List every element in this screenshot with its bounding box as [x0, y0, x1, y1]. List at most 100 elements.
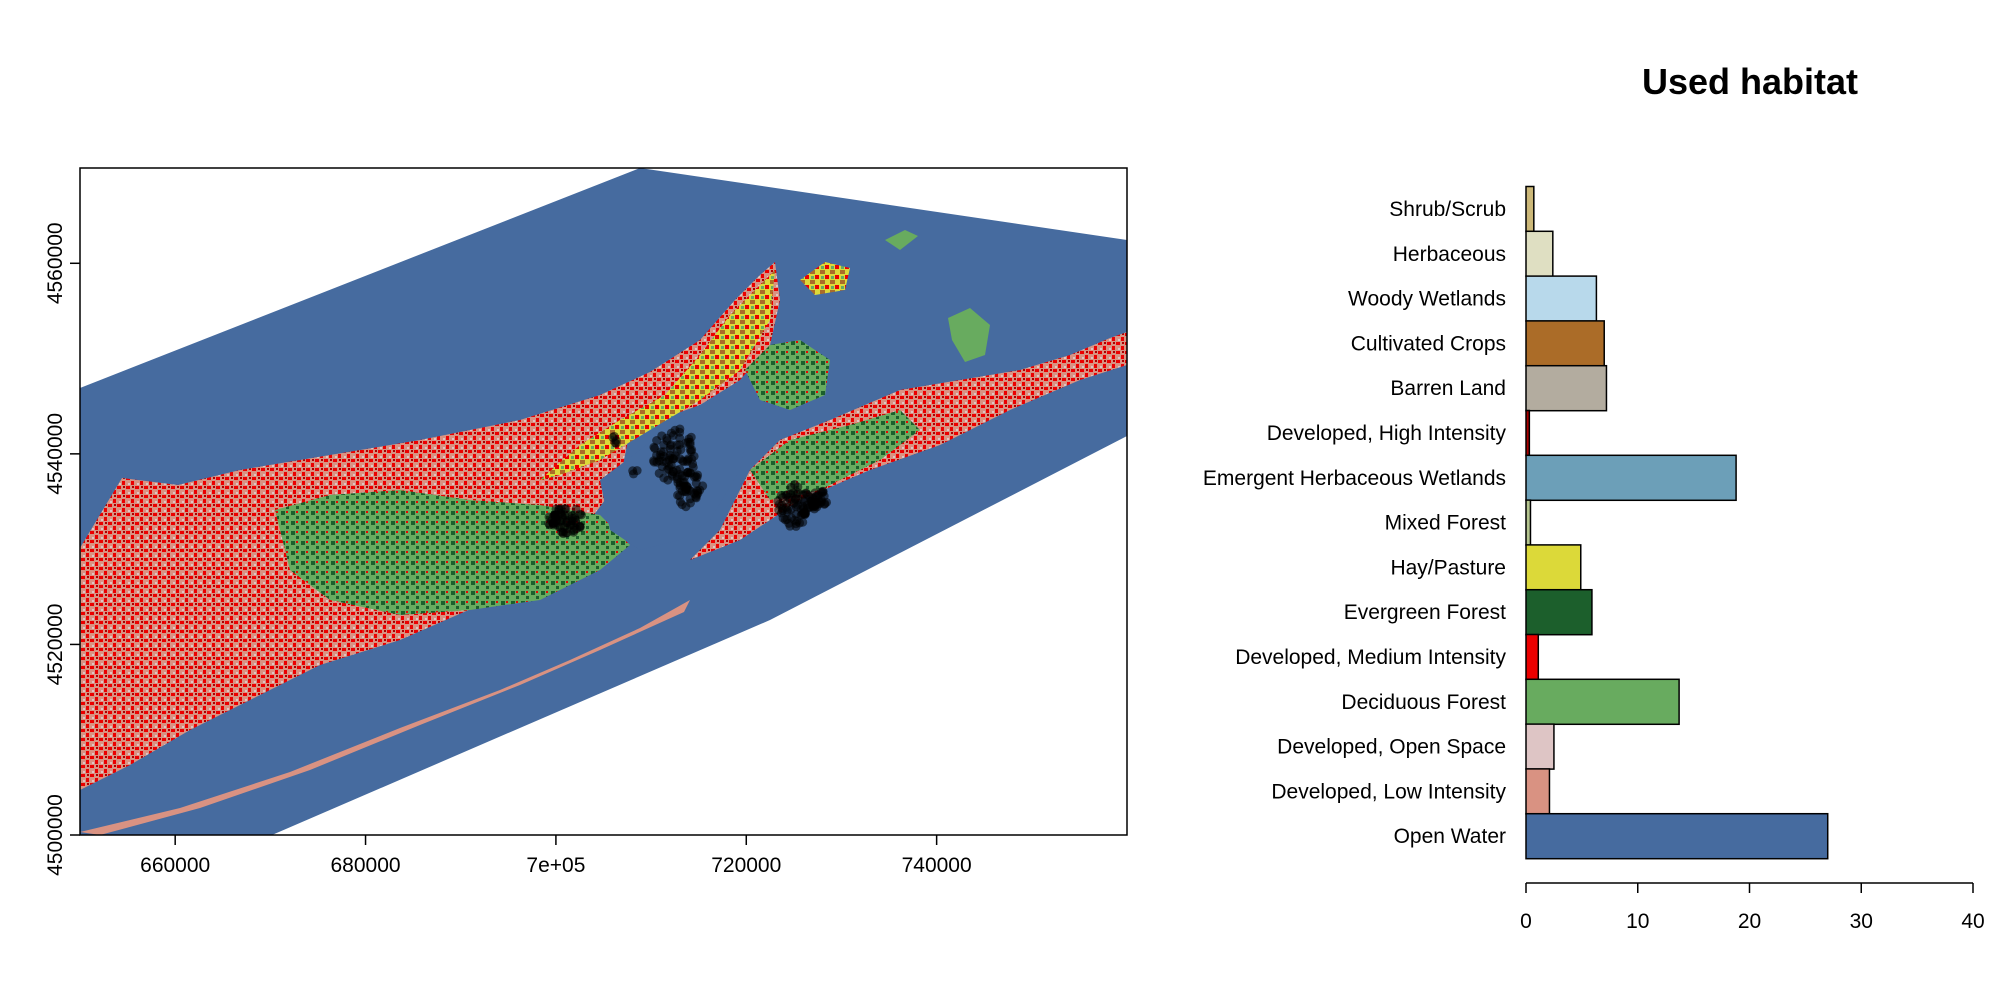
land-cover-map: 660000 680000 7e+05 720000 740000 4500000 452…: [44, 167, 1128, 877]
bar: [1525, 723, 1555, 770]
bar: [1525, 812, 1829, 860]
bars: [1525, 185, 1829, 860]
category-label: Hay/Pasture: [1390, 556, 1506, 579]
telemetry-point: [789, 497, 799, 507]
telemetry-point: [544, 512, 554, 522]
map-y-axis: 4500000 4520000 4540000 4560000: [44, 222, 80, 876]
map-x-axis: 660000 680000 7e+05 720000 740000: [140, 835, 972, 877]
telemetry-point: [652, 436, 662, 446]
telemetry-point: [786, 482, 796, 492]
telemetry-point: [791, 509, 801, 519]
telemetry-point: [687, 445, 697, 455]
telemetry-point: [562, 528, 572, 538]
map-island-north: [800, 262, 850, 295]
telemetry-point: [667, 453, 677, 463]
telemetry-point: [654, 456, 664, 466]
category-label: Mixed Forest: [1385, 512, 1507, 535]
category-label: Developed, Low Intensity: [1271, 780, 1506, 803]
bar-x-axis: 0 10 20 30 40: [1520, 882, 1985, 933]
map-x-tick-label: 740000: [902, 854, 972, 877]
map-island-small-ne: [885, 230, 918, 250]
category-label: Evergreen Forest: [1344, 601, 1506, 624]
telemetry-point: [782, 514, 792, 524]
bar: [1525, 454, 1737, 502]
map-x-tick-label: 680000: [331, 854, 401, 877]
telemetry-points: [544, 424, 832, 539]
telemetry-point: [692, 472, 702, 482]
telemetry-point: [664, 464, 674, 474]
category-label: Barren Land: [1390, 377, 1506, 400]
map-x-tick-label: 7e+05: [526, 854, 585, 877]
telemetry-point: [544, 519, 554, 529]
bar: [1525, 230, 1554, 278]
bar-x-tick-label: 20: [1738, 910, 1761, 933]
map-y-tick-label: 4520000: [44, 604, 67, 686]
telemetry-point: [675, 427, 685, 437]
bar-x-tick-label: 40: [1961, 910, 1984, 933]
map-x-tick-label: 720000: [711, 854, 781, 877]
telemetry-point: [654, 468, 664, 478]
bar: [1525, 320, 1605, 367]
telemetry-point: [691, 492, 701, 502]
telemetry-point: [688, 459, 698, 469]
category-label: Developed, High Intensity: [1267, 422, 1507, 445]
map-land-south-fork: [690, 332, 1127, 560]
bar-x-tick-label: 0: [1520, 910, 1532, 933]
telemetry-point: [679, 457, 689, 467]
bar: [1525, 185, 1535, 233]
category-label: Developed, Open Space: [1277, 736, 1506, 759]
category-label: Open Water: [1394, 825, 1506, 848]
telemetry-point: [672, 446, 682, 456]
telemetry-point: [820, 499, 830, 509]
map-land-south-fork-forest: [750, 410, 920, 500]
telemetry-point: [776, 490, 786, 500]
bar: [1525, 588, 1593, 636]
category-label: Shrub/Scrub: [1389, 198, 1506, 221]
map-island-shelter: [745, 340, 830, 410]
used-habitat-bar-chart: Used habitat Shrub/Scrub Herbaceous Woody …: [1203, 61, 1985, 933]
telemetry-point: [611, 438, 621, 448]
map-land-central-forest: [275, 490, 630, 615]
chart-title: Used habitat: [1642, 61, 1858, 102]
telemetry-point: [667, 471, 677, 481]
category-label: Woody Wetlands: [1348, 288, 1506, 311]
map-x-tick-label: 660000: [140, 854, 210, 877]
category-label: Herbaceous: [1393, 243, 1506, 266]
bar-x-tick-label: 10: [1626, 910, 1649, 933]
bar-x-tick-label: 30: [1850, 910, 1873, 933]
telemetry-point: [807, 499, 817, 509]
telemetry-point: [680, 471, 690, 481]
map-y-tick-label: 4540000: [44, 413, 67, 495]
telemetry-point: [681, 502, 691, 512]
telemetry-point: [659, 440, 669, 450]
map-y-tick-label: 4560000: [44, 222, 67, 304]
category-label: Emergent Herbaceous Wetlands: [1203, 467, 1506, 490]
telemetry-point: [681, 481, 691, 491]
telemetry-point: [666, 440, 676, 450]
bar: [1525, 499, 1532, 546]
bar: [1525, 275, 1598, 322]
telemetry-point: [819, 491, 829, 501]
telemetry-point: [686, 432, 696, 442]
telemetry-point: [793, 488, 803, 498]
telemetry-point: [564, 511, 574, 521]
telemetry-point: [659, 447, 669, 457]
category-label: Cultivated Crops: [1351, 332, 1506, 355]
map-plot-frame: [79, 167, 1128, 836]
category-label: Developed, Medium Intensity: [1235, 646, 1506, 669]
telemetry-point: [551, 504, 561, 514]
bar: [1525, 768, 1551, 815]
telemetry-point: [609, 431, 619, 441]
bar: [1525, 633, 1540, 681]
map-island-gardiners: [948, 308, 990, 362]
bar: [1525, 364, 1608, 412]
telemetry-point: [786, 489, 796, 499]
map-y-tick-label: 4500000: [44, 794, 67, 876]
bar: [1525, 544, 1582, 591]
telemetry-point: [571, 524, 581, 534]
bar: [1525, 409, 1531, 457]
telemetry-point: [774, 499, 784, 509]
telemetry-point: [632, 466, 642, 476]
telemetry-point: [810, 492, 820, 502]
